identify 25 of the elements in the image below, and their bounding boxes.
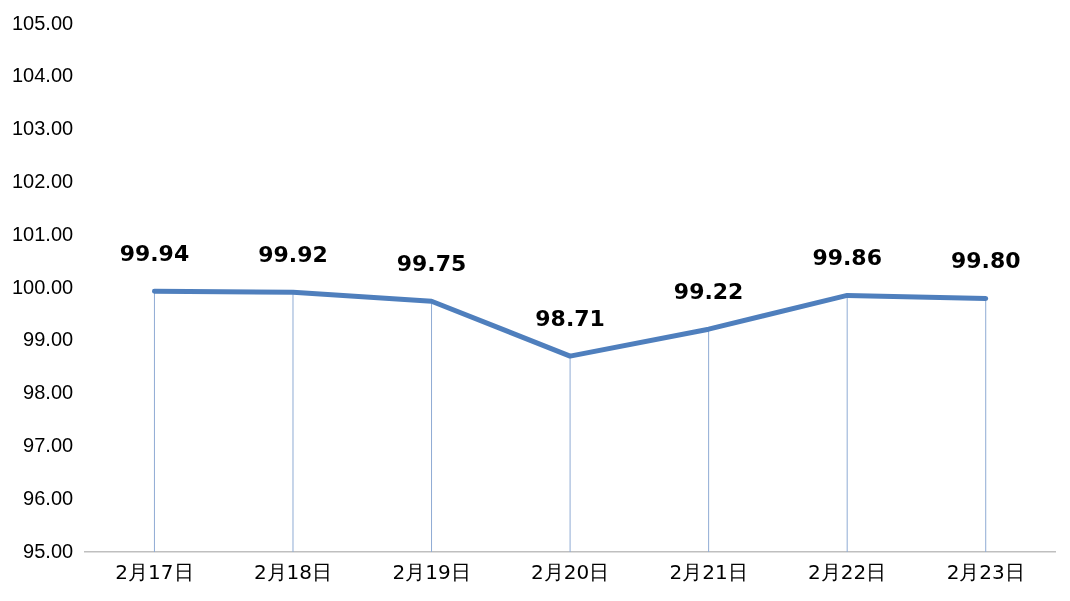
data-label: 99.75 — [396, 250, 467, 276]
y-tick-label: 97.00 — [23, 433, 74, 456]
y-tick-label: 100.00 — [12, 275, 74, 298]
data-label: 99.80 — [950, 248, 1021, 274]
y-tick-label: 95.00 — [23, 539, 74, 562]
y-tick-label: 101.00 — [12, 222, 74, 245]
x-tick-label: 2月20日 — [530, 560, 610, 585]
x-tick-label: 2月19日 — [392, 560, 471, 585]
x-tick-label: 2月22日 — [808, 560, 887, 585]
x-tick-label: 2月21日 — [669, 560, 748, 585]
x-tick-label: 2月17日 — [115, 560, 194, 585]
y-tick-label: 102.00 — [12, 169, 74, 192]
y-tick-label: 96.00 — [23, 486, 74, 509]
y-tick-label: 98.00 — [23, 381, 74, 404]
y-tick-label: 104.00 — [12, 64, 74, 87]
data-label: 98.71 — [535, 305, 605, 331]
data-label: 99.86 — [812, 245, 882, 271]
data-label: 99.94 — [119, 240, 190, 266]
data-label: 99.92 — [258, 241, 328, 267]
x-tick-label: 2月18日 — [253, 560, 333, 585]
y-tick-label: 105.00 — [12, 11, 74, 34]
data-label: 99.22 — [673, 278, 744, 304]
x-tick-label: 2月23日 — [946, 560, 1025, 585]
y-tick-label: 103.00 — [12, 117, 74, 140]
y-tick-label: 99.00 — [23, 328, 74, 351]
